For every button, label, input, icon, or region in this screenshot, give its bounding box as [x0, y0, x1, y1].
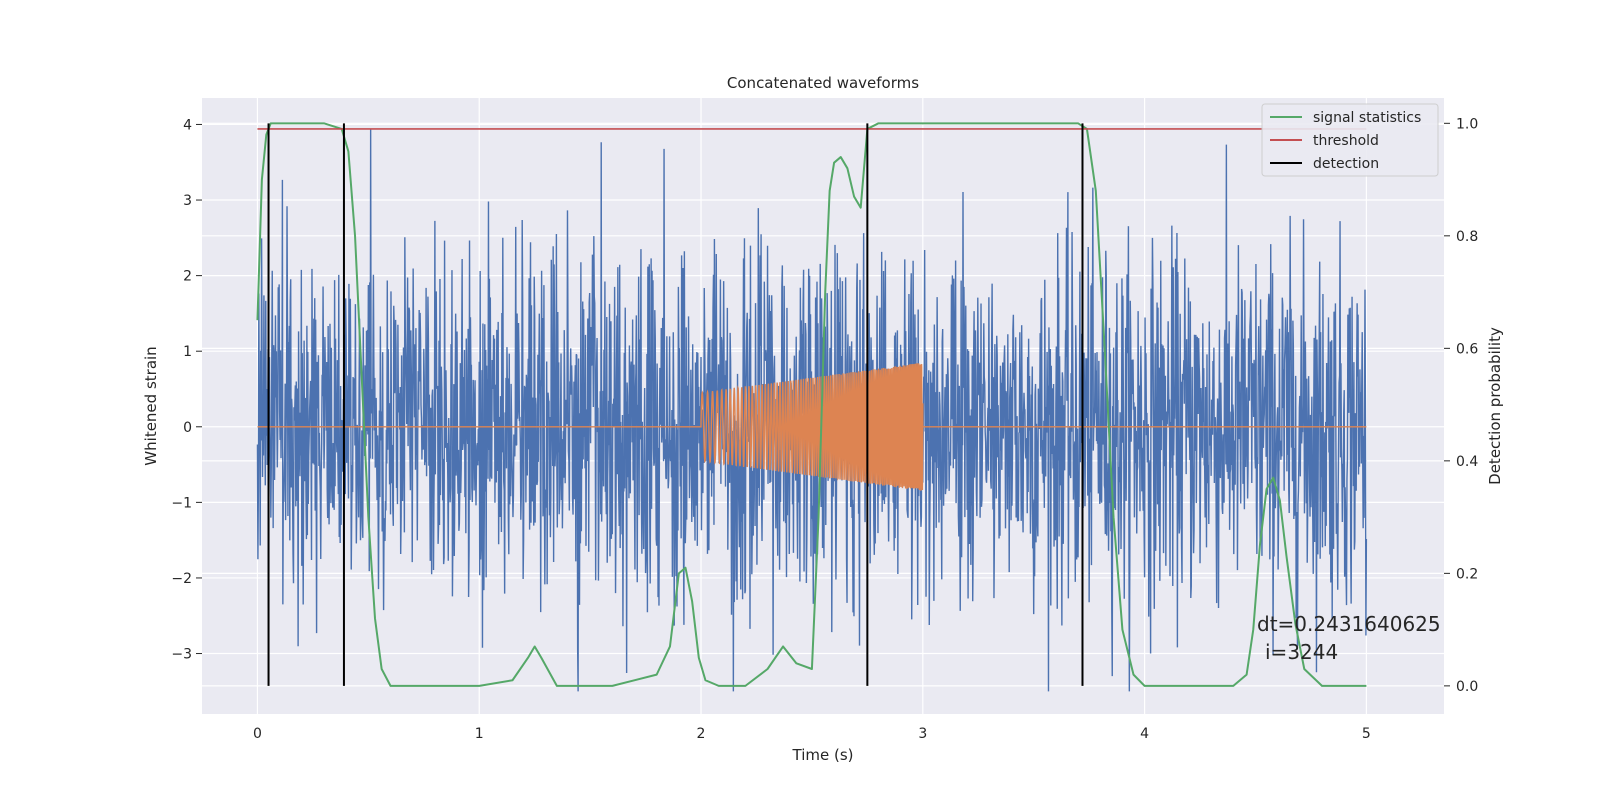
- y-axis-title: Whitened strain: [142, 346, 160, 465]
- injection-series: [257, 363, 1367, 491]
- legend: signal statistics threshold detection: [1261, 103, 1439, 177]
- x-axis-title: Time (s): [792, 746, 854, 764]
- noise-series: [256, 129, 1368, 692]
- y-tick-label: 1: [183, 344, 192, 360]
- x-tick-label: 1: [475, 726, 484, 742]
- y2-tick-label: 1.0: [1456, 116, 1478, 132]
- y2-tick-label: 0.2: [1456, 566, 1478, 582]
- legend-label-threshold: threshold: [1313, 133, 1379, 149]
- x-tick-label: 0: [253, 726, 262, 742]
- noise-line: [256, 129, 1368, 692]
- x-tick-label: 4: [1140, 726, 1149, 742]
- y-tick-label: 4: [183, 117, 192, 133]
- y2-axis-title: Detection probability: [1486, 327, 1504, 485]
- legend-label-signal-statistics: signal statistics: [1313, 110, 1421, 126]
- x-tick-label: 2: [697, 726, 706, 742]
- y-tick-label: 0: [183, 420, 192, 436]
- injection-line: [257, 363, 1367, 491]
- x-tick-label: 3: [918, 726, 927, 742]
- annotation-dt: dt=0.2431640625: [1257, 612, 1441, 636]
- y2-tick-label: 0.4: [1456, 454, 1478, 470]
- chart-title: Concatenated waveforms: [727, 74, 919, 92]
- y-tick-label: −2: [171, 571, 192, 587]
- y2-tick-label: 0.0: [1456, 679, 1478, 695]
- annotation-index: i=3244: [1265, 640, 1338, 664]
- legend-box: [1261, 103, 1439, 177]
- y2-tick-label: 0.6: [1456, 341, 1478, 357]
- y-tick-label: −3: [171, 647, 192, 663]
- signal-statistics-series: [256, 122, 1367, 687]
- x-tick-label: 5: [1362, 726, 1371, 742]
- axis-ticks: 0 1 2 3 4 5 −3 −2 −1 0 1 2 3 4 0.0 0.2 0.4 0.6 0.8 1.0: [171, 116, 1478, 742]
- detection-series: [267, 123, 1084, 686]
- y2-tick-label: 0.8: [1456, 229, 1478, 245]
- y-tick-label: 2: [183, 269, 192, 285]
- y-tick-label: 3: [183, 193, 192, 209]
- legend-label-detection: detection: [1313, 156, 1379, 172]
- signal-statistics-line: [256, 122, 1367, 687]
- y-tick-label: −1: [171, 495, 192, 511]
